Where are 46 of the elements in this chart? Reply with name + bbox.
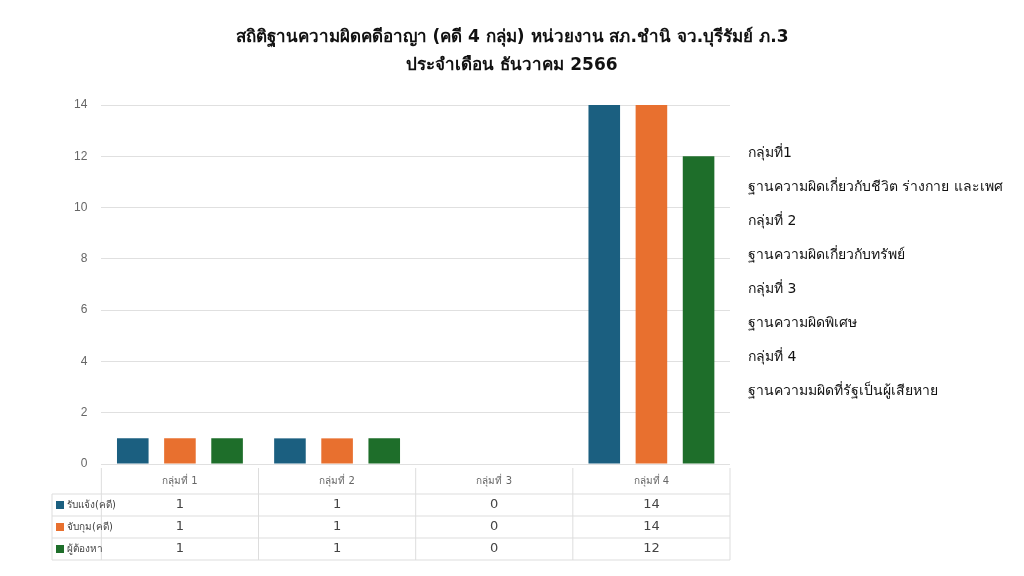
data-label: 14 <box>643 518 660 534</box>
text: กลุ่มที่1 <box>748 142 793 163</box>
y-tick-label: 4 <box>80 353 88 368</box>
y-tick-label: 10 <box>73 199 88 214</box>
data-label: 14 <box>643 496 660 512</box>
data-label: 1 <box>332 496 342 512</box>
text: ฐานความผิดเกี่ยวกับทรัพย์ <box>748 244 906 265</box>
bar <box>588 105 621 464</box>
text: ฐานความผิดพิเศษ <box>748 313 858 333</box>
y-tick-label: 14 <box>73 97 88 112</box>
data-label: 0 <box>490 518 499 534</box>
bar <box>274 438 306 464</box>
data-label: 1 <box>332 540 342 556</box>
y-tick-label: 0 <box>80 456 88 471</box>
legend-label: ผู้ต้องหา <box>67 542 103 555</box>
x-tick-label: กลุ่มที่ 1 <box>162 472 198 487</box>
bar <box>321 438 353 464</box>
bar <box>116 438 149 464</box>
text: ฐานความผิดเกี่ยวกับชีวิต ร่างกาย และเพศ <box>748 176 1004 197</box>
y-tick-label: 12 <box>73 148 88 163</box>
data-label: 12 <box>643 540 660 556</box>
x-tick-label: กลุ่มที่ 4 <box>633 472 670 487</box>
text: ฐานความมผิดที่รัฐเป็นผู้เสียหาย <box>748 380 939 401</box>
chart-title: สถิติฐานความผิดคดีอาญา (คดี 4 กลุ่ม) หน่วยงาน สภ.ชำนิ จว.บุรีรัมย์ ภ.3 <box>234 25 790 49</box>
bar <box>211 438 243 464</box>
data-label: 0 <box>490 540 499 556</box>
data-label: 1 <box>175 518 185 534</box>
data-label: 0 <box>490 496 499 512</box>
chart-subtitle: ประจำเดือน ธันวาคม 2566 <box>405 53 619 76</box>
legend-label: รับแจ้ง(คดี) <box>67 498 116 510</box>
data-label: 1 <box>175 496 185 512</box>
y-tick-label: 8 <box>80 251 88 266</box>
y-tick-label: 2 <box>80 405 88 420</box>
data-label: 1 <box>332 518 342 534</box>
x-tick-label: กลุ่มที่ 2 <box>319 472 355 487</box>
text: กลุ่มที่ 2 <box>748 210 798 231</box>
bar <box>368 438 401 464</box>
text: กลุ่มที่ 3 <box>748 278 798 299</box>
y-tick-label: 6 <box>80 302 88 317</box>
data-label: 1 <box>175 540 185 556</box>
bar <box>682 156 715 464</box>
x-tick-label: กลุ่มที่ 3 <box>476 472 513 487</box>
text: กลุ่มที่ 4 <box>748 346 798 367</box>
bar <box>164 438 196 464</box>
bar <box>635 105 668 464</box>
legend-label: จับกุม(คดี) <box>67 520 113 533</box>
